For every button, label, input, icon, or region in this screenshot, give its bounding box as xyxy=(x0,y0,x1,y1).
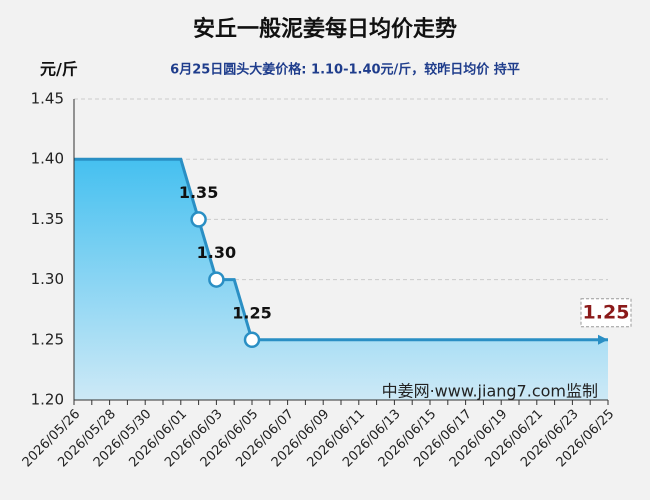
chart-title: 安丘一般泥姜每日均价走势 xyxy=(193,16,457,42)
point-marker xyxy=(243,331,261,349)
y-tick-label: 1.20 xyxy=(31,391,64,409)
y-tick-label: 1.30 xyxy=(31,270,64,288)
value-label: 1.35 xyxy=(179,183,218,202)
y-tick-label: 1.40 xyxy=(31,150,64,168)
line xyxy=(74,157,608,342)
value-label: 1.25 xyxy=(232,303,271,322)
arrow xyxy=(598,334,608,345)
value-label-box xyxy=(580,298,632,328)
subtitle: 6月25日圆头大姜价格: 1.10-1.40元/斤，较昨日均价 持平 xyxy=(170,62,520,78)
value-label: 1.30 xyxy=(197,243,236,262)
value-label: 1.25 xyxy=(583,301,630,323)
y-tick-label: 1.25 xyxy=(31,330,64,348)
y-tick-label: 1.45 xyxy=(31,90,64,108)
point-marker xyxy=(190,211,207,228)
point-marker xyxy=(208,271,225,288)
y-tick-label: 1.35 xyxy=(31,210,64,228)
annotation: 中姜网·www.jiang7.com监制 xyxy=(382,382,598,401)
y-axis-label: 元/斤 xyxy=(40,60,78,79)
